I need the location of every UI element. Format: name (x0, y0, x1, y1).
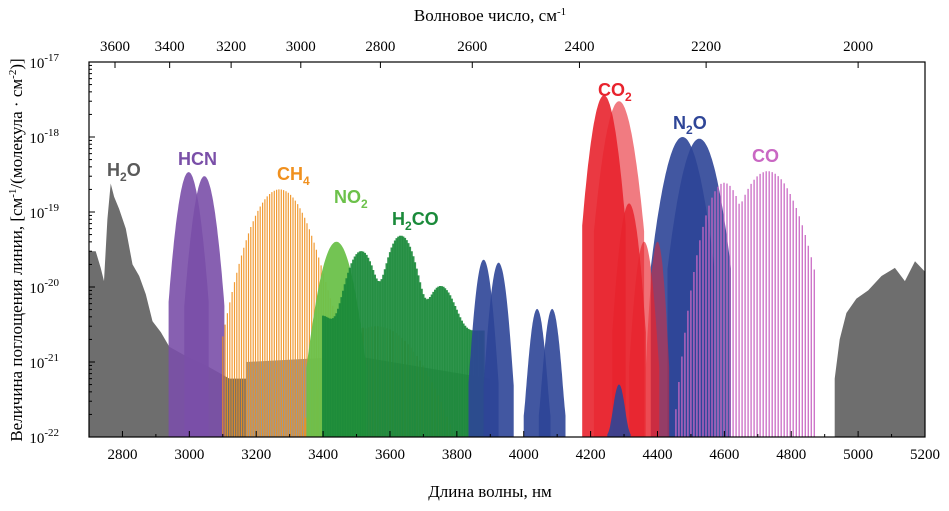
gas-labels-layer: H2O HCN CH4 NO2 H2CO N2O CO2 CO (107, 80, 779, 233)
gas-label-co: CO (752, 146, 779, 166)
y-tick-label: 10-19 (29, 202, 59, 222)
n2o-band-2 (483, 262, 514, 437)
y-tick-label: 10-22 (29, 427, 59, 447)
x2-tick-label: 2400 (564, 39, 594, 55)
x-tick-label: 3400 (308, 447, 338, 463)
gas-label-no2: NO2 (334, 187, 368, 211)
x-tick-label: 4800 (776, 447, 806, 463)
co2-band-5 (645, 241, 670, 437)
x2-tick-label: 3400 (155, 39, 185, 55)
gas-label-h2co: H2CO (392, 209, 439, 233)
y-tick-label: 10-21 (29, 352, 59, 372)
gas-label-n2o: N2O (673, 113, 707, 137)
x-tick-label: 5200 (910, 447, 940, 463)
h2o-right-area (834, 261, 925, 437)
x-tick-label: 2800 (107, 447, 137, 463)
n2o-inner-band (607, 384, 631, 437)
hcn-band-2 (184, 176, 225, 437)
x-tick-label: 4600 (709, 447, 739, 463)
x-tick-label: 5000 (843, 447, 873, 463)
data-layer (89, 95, 925, 437)
y-tick-label: 10-17 (29, 52, 59, 72)
x2-tick-label: 3200 (216, 39, 246, 55)
x-tick-label: 4000 (509, 447, 539, 463)
x-tick-label: 3600 (375, 447, 405, 463)
x-tick-label: 3800 (442, 447, 472, 463)
x2-tick-label: 2800 (365, 39, 395, 55)
x2-tick-label: 3000 (286, 39, 316, 55)
x2-tick-label: 3600 (100, 39, 130, 55)
plot-frame (88, 61, 926, 438)
gas-label-hcn: HCN (178, 149, 217, 169)
gas-label-co2: CO2 (598, 80, 632, 104)
x-axis-title: Длина волны, нм (428, 482, 552, 501)
x2-tick-label: 2200 (691, 39, 721, 55)
x-tick-label: 3200 (241, 447, 271, 463)
co-lines (675, 171, 815, 437)
gas-label-ch4: CH4 (277, 164, 310, 188)
y-tick-label: 10-20 (29, 277, 59, 297)
top-axis-title: Волновое число, см-1 (414, 6, 566, 25)
ticks-layer: 2800 3000 3200 3400 3600 3800 4000 4200 4400 4600… (29, 39, 940, 463)
x2-tick-label: 2600 (457, 39, 487, 55)
n2o-band-4 (538, 308, 566, 437)
x2-tick-label: 2000 (843, 39, 873, 55)
h2co-lines (322, 235, 485, 437)
x-tick-label: 3000 (174, 447, 204, 463)
y-tick-label: 10-18 (29, 127, 59, 147)
x-tick-label: 4200 (576, 447, 606, 463)
gas-label-h2o: H2O (107, 160, 141, 184)
x-tick-label: 4400 (642, 447, 672, 463)
y-axis-title: Величина поглощения линии, [см-1/(молеку… (7, 58, 26, 441)
